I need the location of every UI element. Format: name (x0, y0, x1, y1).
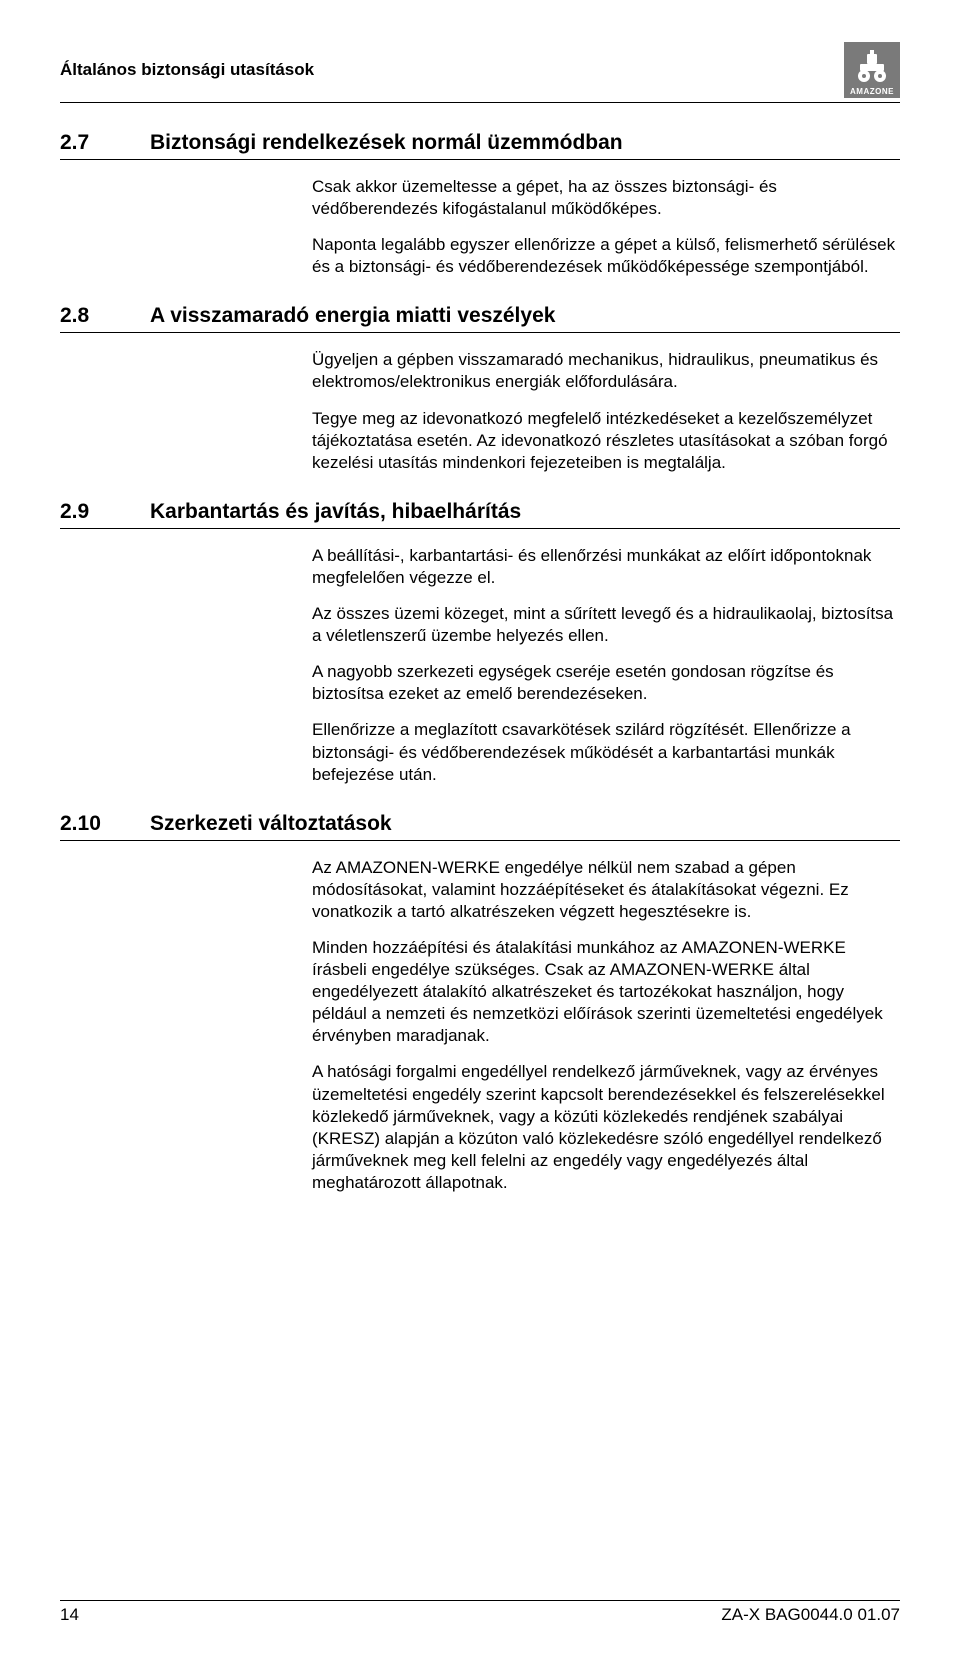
section-body: Csak akkor üzemeltesse a gépet, ha az ös… (312, 176, 900, 278)
page-number: 14 (60, 1605, 79, 1625)
paragraph: A beállítási-, karbantartási- és ellenőr… (312, 545, 900, 589)
paragraph: Naponta legalább egyszer ellenőrizze a g… (312, 234, 900, 278)
paragraph: Ellenőrizze a meglazított csavarkötések … (312, 719, 900, 785)
brand-name: AMAZONE (850, 87, 894, 96)
paragraph: Az összes üzemi közeget, mint a sűrített… (312, 603, 900, 647)
section-heading: 2.8 A visszamaradó energia miatti veszél… (60, 304, 900, 333)
paragraph: Csak akkor üzemeltesse a gépet, ha az ös… (312, 176, 900, 220)
section-number: 2.10 (60, 812, 150, 836)
section-heading: 2.7 Biztonsági rendelkezések normál üzem… (60, 131, 900, 160)
paragraph: A hatósági forgalmi engedéllyel rendelke… (312, 1061, 900, 1194)
section-body: A beállítási-, karbantartási- és ellenőr… (312, 545, 900, 786)
paragraph: Ügyeljen a gépben visszamaradó mechaniku… (312, 349, 900, 393)
section-number: 2.8 (60, 304, 150, 328)
brand-logo: AMAZONE (844, 42, 900, 98)
page-header: Általános biztonsági utasítások AMAZONE (60, 42, 900, 103)
paragraph: Tegye meg az idevonatkozó megfelelő inté… (312, 408, 900, 474)
section-title: A visszamaradó energia miatti veszélyek (150, 304, 555, 328)
tractor-icon (852, 50, 892, 86)
paragraph: A nagyobb szerkezeti egységek cseréje es… (312, 661, 900, 705)
running-title: Általános biztonsági utasítások (60, 42, 314, 80)
section-title: Karbantartás és javítás, hibaelhárítás (150, 500, 521, 524)
section-body: Az AMAZONEN-WERKE engedélye nélkül nem s… (312, 857, 900, 1194)
section-number: 2.7 (60, 131, 150, 155)
section-number: 2.9 (60, 500, 150, 524)
section-title: Szerkezeti változtatások (150, 812, 392, 836)
paragraph: Az AMAZONEN-WERKE engedélye nélkül nem s… (312, 857, 900, 923)
section-body: Ügyeljen a gépben visszamaradó mechaniku… (312, 349, 900, 473)
section-title: Biztonsági rendelkezések normál üzemmódb… (150, 131, 623, 155)
page-footer: 14 ZA-X BAG0044.0 01.07 (60, 1600, 900, 1625)
document-reference: ZA-X BAG0044.0 01.07 (721, 1605, 900, 1625)
section-heading: 2.9 Karbantartás és javítás, hibaelhárít… (60, 500, 900, 529)
paragraph: Minden hozzáépítési és átalakítási munká… (312, 937, 900, 1047)
document-page: Általános biztonsági utasítások AMAZONE … (0, 0, 960, 1194)
section-heading: 2.10 Szerkezeti változtatások (60, 812, 900, 841)
